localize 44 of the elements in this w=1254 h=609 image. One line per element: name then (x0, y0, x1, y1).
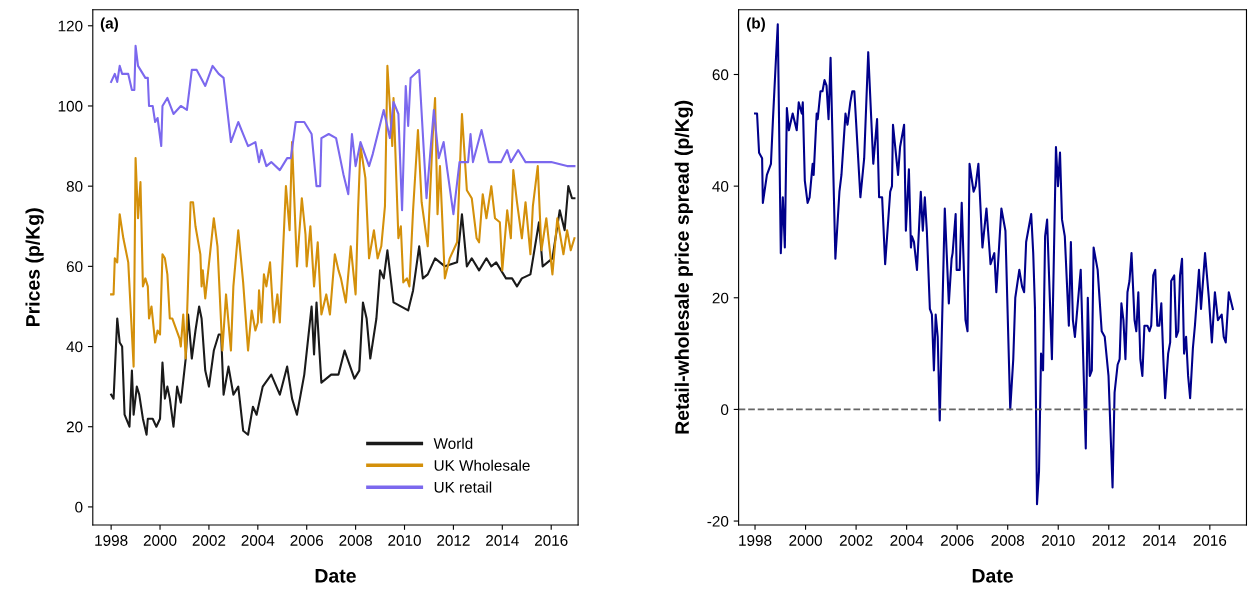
x-tick-label: 2000 (143, 535, 177, 546)
y-tick-label: -20 (707, 515, 729, 527)
y-axis-title: Prices (p/Kg) (25, 208, 44, 327)
x-tick-label: 2012 (437, 535, 470, 546)
y-tick-label: 80 (66, 181, 83, 192)
x-tick-label: 2006 (940, 535, 974, 546)
x-tick-label: 2014 (486, 535, 519, 546)
y-axis-title: Retail-wholesale price spread (p/Kg) (674, 100, 693, 434)
x-tick-label: 1998 (739, 535, 772, 546)
x-tick-label: 2004 (890, 535, 924, 546)
annotation: (b) (746, 17, 765, 32)
x-tick-label: 2002 (839, 535, 873, 546)
y-tick-label: 20 (66, 421, 83, 433)
y-tick-label: 60 (66, 261, 83, 273)
y-tick-label: 40 (66, 341, 83, 353)
x-tick-label: 2010 (388, 535, 421, 546)
legend-label: UK Wholesale (434, 459, 530, 471)
x-axis-title: Date (315, 569, 356, 583)
x-tick-label: 2008 (339, 535, 372, 546)
x-tick-label: 2004 (241, 535, 275, 546)
line-series (110, 185, 576, 436)
y-tick-label: 0 (720, 404, 729, 416)
annotation: (a) (100, 17, 118, 32)
x-tick-label: 2008 (991, 535, 1025, 546)
x-tick-label: 2006 (290, 535, 324, 546)
line-series (110, 64, 576, 368)
y-tick-label: 0 (75, 501, 83, 513)
x-tick-label: 2016 (1193, 535, 1227, 546)
x-tick-label: 2010 (1042, 535, 1075, 546)
x-tick-label: 2002 (192, 535, 226, 546)
x-tick-label: 2000 (789, 535, 822, 546)
x-axis-title: Date (972, 569, 1013, 583)
line-series (110, 44, 576, 216)
x-tick-label: 2016 (534, 535, 568, 546)
y-tick-label: 60 (712, 69, 729, 81)
x-tick-label: 1998 (95, 535, 128, 546)
legend-label: UK retail (434, 481, 492, 493)
y-tick-label: 120 (58, 20, 83, 32)
x-tick-label: 2014 (1143, 535, 1176, 546)
legend-label: World (433, 437, 473, 449)
x-tick-label: 2012 (1092, 535, 1125, 546)
y-tick-label: 20 (712, 292, 729, 304)
y-tick-label: 100 (58, 100, 83, 112)
y-tick-label: 40 (712, 181, 729, 192)
